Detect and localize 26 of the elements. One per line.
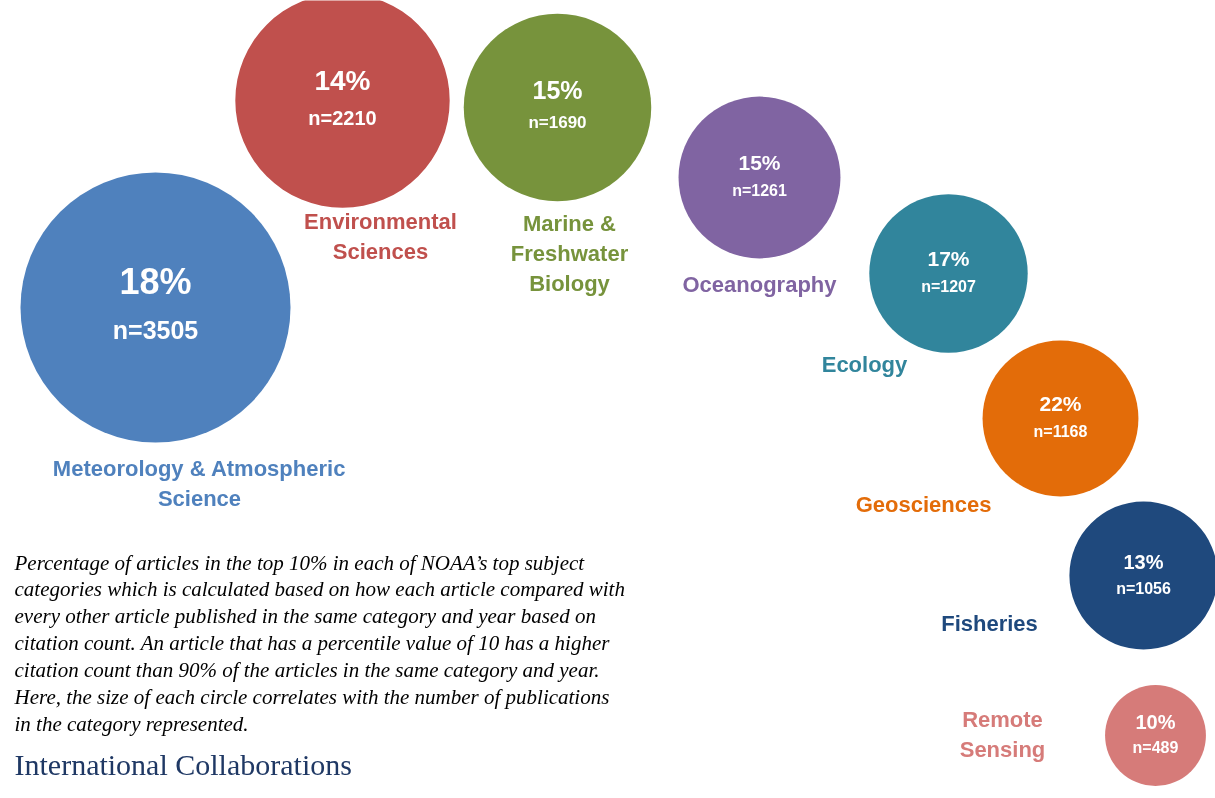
text: 22%: [1039, 392, 1082, 416]
data-label: n=489: [1132, 738, 1179, 756]
category-label: Environmental Sciences: [304, 209, 457, 264]
text: 14%: [314, 65, 371, 97]
category-label: Oceanography: [682, 272, 838, 297]
data-label: n=3505: [112, 315, 199, 344]
text: 15%: [532, 75, 583, 104]
text: Percentage of articles in the top 10% in each of NOAA’s top subject categories which is calculated based on how each article compared with every other article published in the same category and year based on citation count. An article that has a percentile value of 10 has a higher citation count than 90% of the articles in the same category and year. Here, the size of each circle correlates with the number of publications in the category represented.: [13, 550, 625, 736]
text: 17%: [927, 247, 970, 271]
category-label: Meteorology & Atmospheric Science: [52, 456, 346, 511]
text: 15%: [738, 151, 781, 175]
category-label: Geosciences: [855, 492, 992, 517]
data-label: n=1690: [528, 113, 587, 133]
data-label: n=2210: [308, 106, 377, 129]
category-label: Ecology: [821, 352, 909, 377]
category-label: Fisheries: [941, 611, 1038, 636]
text: 10%: [1135, 711, 1176, 734]
data-label: n=1261: [732, 182, 787, 200]
data-label: n=1168: [1033, 423, 1088, 441]
category-label: Marine & Freshwater Biology: [510, 211, 629, 296]
data-label: n=1056: [1116, 579, 1171, 597]
text: 13%: [1123, 550, 1164, 573]
category-label: Remote Sensing: [959, 707, 1046, 762]
text: International Collaborations: [14, 747, 352, 781]
data-label: n=1207: [921, 278, 976, 296]
text: 18%: [119, 261, 192, 303]
